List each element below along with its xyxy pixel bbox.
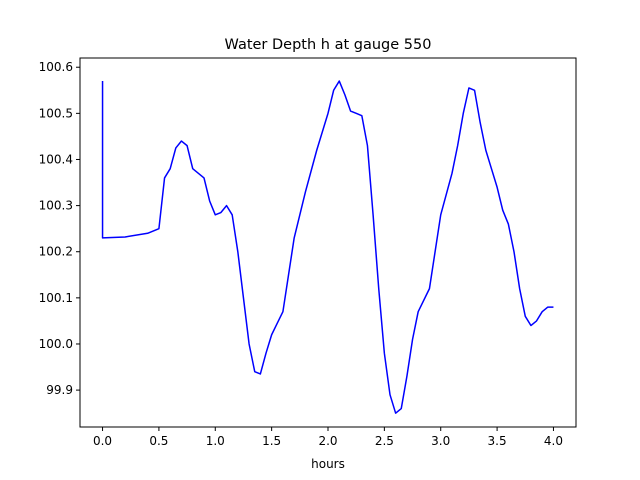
plot-frame bbox=[79, 57, 577, 428]
plot-area bbox=[101, 80, 554, 414]
y-tick-label: 99.9 bbox=[46, 383, 73, 397]
x-tick-label: 2.5 bbox=[375, 434, 394, 448]
series-line-0 bbox=[101, 80, 554, 414]
x-tick-label: 1.0 bbox=[206, 434, 225, 448]
x-tick-label: 2.0 bbox=[318, 434, 337, 448]
x-axis: 0.0 0.5 1.0 1.5 2.0 2.5 3.0 3.5 4.0 bbox=[93, 427, 563, 448]
x-tick-label: 3.5 bbox=[488, 434, 507, 448]
x-tick-label: 3.0 bbox=[431, 434, 450, 448]
y-tick-label: 100.1 bbox=[39, 291, 73, 305]
y-tick-label: 100.6 bbox=[39, 60, 73, 74]
y-tick-label: 100.5 bbox=[39, 106, 73, 120]
y-axis: 99.9 100.0 100.1 100.2 100.3 100.4 100.5 100.6 bbox=[39, 60, 80, 397]
y-tick-label: 100.0 bbox=[39, 337, 73, 351]
x-tick-label: 0.0 bbox=[93, 434, 112, 448]
x-tick-label: 0.5 bbox=[149, 434, 168, 448]
x-tick-label: 1.5 bbox=[262, 434, 281, 448]
y-tick-label: 100.2 bbox=[39, 245, 73, 259]
y-tick-label: 100.3 bbox=[39, 199, 73, 213]
chart-title: Water Depth h at gauge 550 bbox=[225, 37, 432, 53]
x-tick-label: 4.0 bbox=[544, 434, 563, 448]
y-tick-label: 100.4 bbox=[39, 152, 73, 166]
x-axis-label: hours bbox=[311, 457, 345, 471]
